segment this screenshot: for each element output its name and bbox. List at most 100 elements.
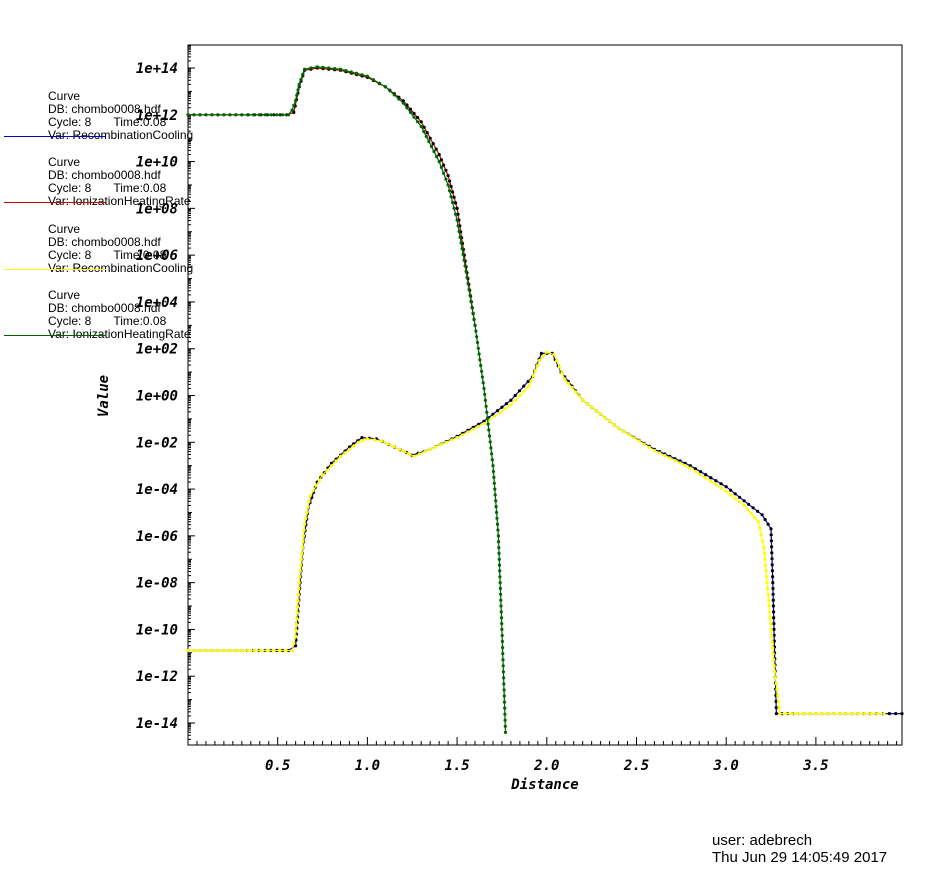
x-tick-label: 3.0 [713,758,739,774]
series-marker-2 [820,712,824,716]
series-marker-1 [437,153,441,157]
series-marker-2 [557,365,562,369]
series-marker-3 [446,183,450,187]
series-marker-1 [425,131,429,135]
series-marker-3 [198,113,202,117]
series-marker-3 [502,688,506,692]
y-tick-label: 1e+02 [136,342,178,358]
series-marker-0 [688,464,692,468]
series-marker-0 [360,436,364,440]
series-marker-3 [475,335,479,339]
series-marker-0 [526,379,530,384]
series-marker-2 [522,389,527,393]
series-marker-3 [222,113,226,117]
series-marker-2 [612,423,616,427]
series-marker-2 [760,539,765,543]
series-marker-3 [471,311,475,315]
series-marker-3 [495,522,500,526]
series-marker-2 [303,522,307,526]
series-marker-1 [434,147,438,151]
series-marker-0 [774,706,778,710]
series-marker-3 [490,458,494,462]
series-marker-2 [299,557,303,561]
series-marker-3 [457,229,461,234]
series-marker-3 [462,258,466,262]
series-marker-1 [422,125,426,129]
series-marker-2 [338,454,343,458]
series-marker-0 [709,476,713,480]
y-tick-label: 1e+14 [136,61,178,77]
series-marker-2 [742,503,746,507]
series-marker-2 [325,468,329,472]
series-marker-2 [297,581,301,585]
legend-cycle-row: Cycle: 8 Time:0.08 [48,182,238,195]
series-marker-3 [463,264,467,268]
series-marker-3 [435,155,439,159]
series-marker-2 [298,569,302,573]
series-marker-3 [383,85,387,89]
series-marker-3 [296,88,300,92]
series-marker-2 [768,616,772,620]
series-marker-2 [668,456,672,460]
series-marker-0 [772,633,776,637]
series-marker-3 [392,93,396,97]
series-marker-2 [775,688,779,692]
series-marker-0 [772,627,776,632]
series-marker-3 [488,440,492,444]
series-marker-0 [495,409,500,413]
series-marker-3 [494,499,498,503]
series-marker-3 [503,706,507,710]
series-marker-2 [802,712,806,716]
series-marker-2 [714,483,718,487]
series-marker-2 [709,479,713,483]
series-marker-2 [560,371,564,375]
series-marker-3 [492,475,496,479]
y-tick-label: 1e+08 [136,201,178,217]
series-marker-3 [432,149,436,154]
series-marker-3 [473,323,477,327]
series-marker-3 [501,652,505,656]
series-marker-3 [493,493,497,497]
series-marker-0 [763,517,767,522]
series-marker-3 [295,93,299,97]
series-marker-3 [500,622,504,626]
legend-cycle-row: Cycle: 8 Time:0.08 [48,116,238,129]
series-marker-3 [419,124,423,129]
series-marker-3 [485,416,490,420]
series-marker-3 [456,224,460,228]
series-marker-2 [482,422,486,426]
series-marker-2 [329,464,334,468]
series-marker-3 [240,113,244,117]
series-marker-0 [747,502,751,506]
series-marker-2 [343,451,347,455]
series-marker-0 [742,499,746,503]
series-marker-3 [483,392,487,396]
series-marker-1 [456,212,460,216]
series-marker-3 [480,369,484,373]
series-marker-2 [585,402,589,406]
series-marker-3 [388,89,392,93]
series-marker-2 [729,493,733,497]
series-marker-2 [296,605,300,609]
series-marker-0 [517,389,522,393]
series-marker-2 [294,634,298,639]
series-marker-3 [490,452,494,456]
series-marker-3 [355,71,359,75]
series-marker-2 [294,622,298,627]
series-marker-3 [499,616,504,620]
legend-var: Var: IonizationHeatingRate [48,327,191,341]
series-marker-3 [501,646,505,650]
legend-entry: Curve DB: chombo0008.hdf Cycle: 8 Time:0.08… [4,156,238,208]
series-marker-2 [302,528,306,532]
series-marker-2 [347,447,352,451]
series-marker-2 [850,712,854,716]
series-marker-2 [513,398,518,402]
series-marker-0 [693,467,698,471]
series-marker-2 [777,706,781,710]
series-marker-0 [770,569,775,573]
series-marker-0 [772,622,776,626]
series-marker-3 [297,82,301,86]
series-marker-3 [299,77,303,81]
series-marker-2 [663,453,667,458]
